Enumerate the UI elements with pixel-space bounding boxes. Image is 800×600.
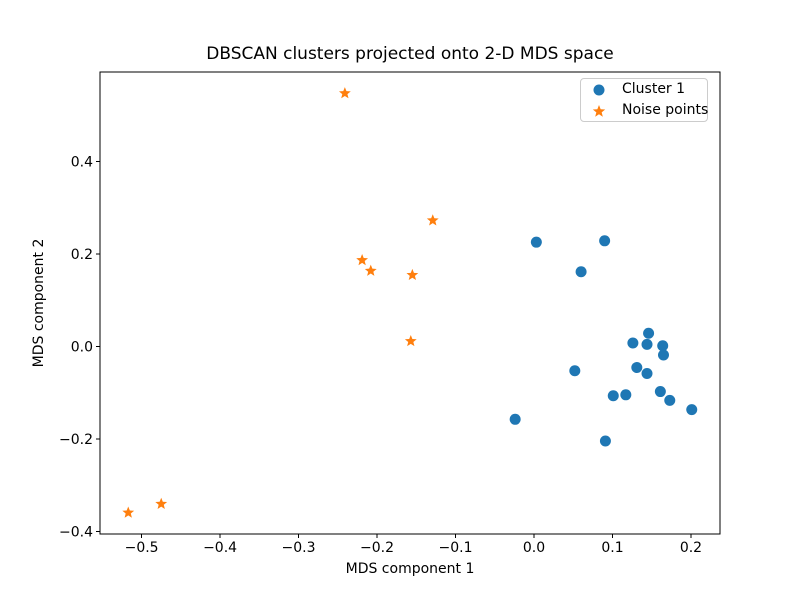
scatter-point-noise bbox=[155, 497, 168, 509]
scatter-point-cluster bbox=[599, 435, 611, 447]
legend: Cluster 1 Noise points bbox=[580, 78, 708, 122]
scatter-point-cluster bbox=[686, 404, 698, 416]
x-tick-label: 0.0 bbox=[523, 540, 545, 556]
scatter-point-cluster bbox=[620, 389, 632, 401]
scatter-point-cluster bbox=[643, 327, 655, 339]
x-tick-label: −0.3 bbox=[282, 540, 316, 556]
scatter-point-cluster bbox=[657, 349, 669, 361]
scatter-point-noise bbox=[122, 506, 135, 518]
scatter-point-noise bbox=[338, 87, 351, 99]
scatter-point-cluster bbox=[631, 362, 643, 374]
y-tick-label: −0.2 bbox=[59, 432, 93, 448]
y-tick-label: −0.4 bbox=[59, 525, 93, 541]
scatter-point-cluster bbox=[530, 236, 542, 248]
legend-label-cluster-1: Cluster 1 bbox=[622, 81, 686, 97]
circle-glyph bbox=[593, 84, 605, 95]
scatter-point-cluster bbox=[575, 266, 587, 278]
scatter-point-cluster bbox=[607, 390, 619, 402]
scatter-point-cluster bbox=[599, 235, 611, 247]
x-axis-label: MDS component 1 bbox=[345, 561, 475, 577]
x-tick-label: 0.1 bbox=[601, 540, 623, 556]
scatter-point-noise bbox=[404, 334, 417, 347]
chart-title: DBSCAN clusters projected onto 2-D MDS s… bbox=[206, 44, 614, 64]
scatter-point-cluster bbox=[641, 368, 653, 380]
scatter-point-cluster bbox=[664, 394, 676, 406]
y-tick-label: 0.2 bbox=[71, 247, 93, 263]
scatter-point-noise bbox=[356, 254, 369, 266]
scatter-point-cluster bbox=[627, 337, 639, 349]
x-tick-label: −0.2 bbox=[360, 540, 394, 556]
y-tick-label: 0.4 bbox=[71, 155, 93, 171]
scatter-point-cluster bbox=[641, 338, 653, 350]
scatter-point-cluster bbox=[509, 413, 521, 425]
y-tick-label: 0.0 bbox=[71, 340, 93, 356]
legend-star-marker-icon bbox=[592, 104, 606, 117]
legend-item-cluster-1: Cluster 1 bbox=[581, 79, 707, 100]
scatter-point-noise bbox=[364, 264, 377, 276]
x-tick-label: −0.4 bbox=[203, 540, 237, 556]
scatter-point-cluster bbox=[657, 340, 669, 352]
axes-spines bbox=[99, 71, 721, 535]
x-tick-label: −0.5 bbox=[125, 540, 159, 556]
y-axis-label: MDS component 2 bbox=[31, 238, 47, 368]
star-glyph bbox=[592, 104, 606, 117]
scatter-point-cluster bbox=[569, 365, 581, 377]
legend-label-noise-points: Noise points bbox=[622, 102, 709, 118]
scatter-point-cluster bbox=[654, 386, 666, 398]
scatter-point-noise bbox=[426, 214, 439, 226]
legend-item-noise-points: Noise points bbox=[581, 100, 709, 121]
scatter-point-noise bbox=[406, 268, 419, 281]
x-tick-label: −0.1 bbox=[439, 540, 473, 556]
x-tick-label: 0.2 bbox=[680, 540, 702, 556]
legend-circle-marker-icon bbox=[593, 84, 605, 95]
